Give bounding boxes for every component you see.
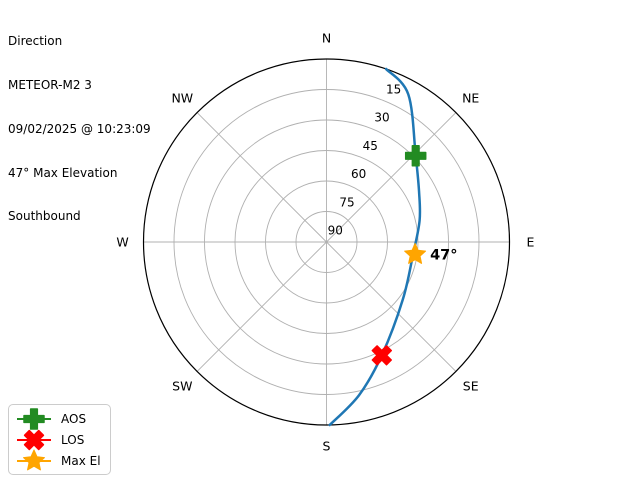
legend-label-max-el: Max El — [61, 453, 101, 468]
max-el-annotation: 47° — [430, 248, 457, 264]
compass-label-s: S — [323, 439, 331, 454]
elevation-tick-label-60: 60 — [351, 167, 366, 181]
legend-item-los: LOS — [14, 429, 101, 450]
compass-label-se: SE — [463, 379, 479, 394]
compass-label-ne: NE — [462, 90, 479, 105]
horizon-circle — [142, 58, 511, 426]
pass-direction: Southbound — [8, 209, 81, 224]
legend-item-aos: AOS — [14, 407, 101, 430]
pass-info-header: Direction METEOR-M2 3 09/02/2025 @ 10:23… — [8, 5, 151, 253]
azimuth-spoke-45 — [326, 112, 457, 243]
aos-legend-marker — [23, 407, 45, 430]
elevation-tick-label-15: 15 — [386, 83, 401, 97]
legend-label-aos: AOS — [61, 411, 87, 426]
elevation-tick-label-30: 30 — [374, 111, 389, 125]
compass-label-e: E — [527, 235, 535, 250]
aos-marker-icon — [17, 407, 51, 430]
legend-label-los: LOS — [61, 432, 85, 447]
azimuth-spoke-225 — [196, 241, 327, 372]
elevation-tick-label-75: 75 — [339, 195, 354, 209]
azimuth-spoke-315 — [196, 112, 327, 243]
max-el-marker-icon — [17, 449, 51, 470]
max-el-legend-marker — [23, 449, 45, 470]
legend-item-max-el: Max El — [14, 449, 101, 471]
legend: AOS LOS Max El — [8, 404, 111, 475]
compass-label-nw: NW — [171, 90, 193, 105]
compass-label-sw: SW — [172, 379, 192, 394]
azimuth-spoke-135 — [326, 241, 457, 372]
pass-datetime: 09/02/2025 @ 10:23:09 — [8, 121, 151, 136]
satellite-track — [328, 67, 422, 427]
satellite-name: METEOR-M2 3 — [8, 77, 92, 92]
elevation-tick-label-90: 90 — [328, 224, 343, 238]
max-el-marker — [404, 243, 427, 264]
los-marker — [371, 345, 392, 366]
los-marker-icon — [17, 429, 51, 450]
chart-title: Direction — [8, 34, 63, 49]
max-elevation-text: 47° Max Elevation — [8, 165, 118, 180]
elevation-tick-label-45: 45 — [363, 139, 378, 153]
los-legend-marker — [23, 429, 45, 450]
compass-label-w: W — [116, 235, 128, 250]
aos-marker — [404, 145, 427, 167]
compass-label-n: N — [322, 31, 331, 46]
